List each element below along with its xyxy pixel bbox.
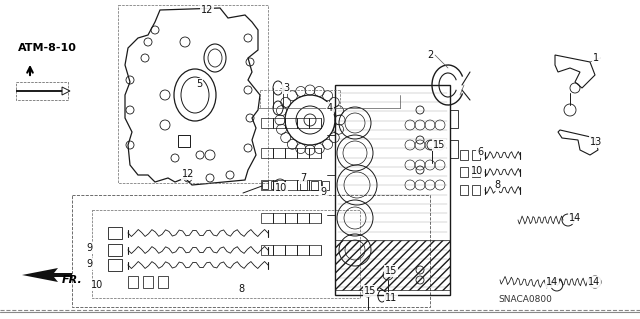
Text: 10: 10 xyxy=(275,183,287,193)
Text: FR.: FR. xyxy=(62,275,83,285)
Text: 6: 6 xyxy=(477,147,483,157)
Text: 10: 10 xyxy=(91,280,103,290)
Text: 1: 1 xyxy=(593,53,599,63)
Bar xyxy=(285,180,297,190)
Bar xyxy=(335,240,450,290)
Bar xyxy=(297,180,309,190)
Bar xyxy=(297,148,309,158)
Bar xyxy=(271,181,277,189)
Bar xyxy=(309,213,321,223)
Text: 5: 5 xyxy=(196,79,202,89)
Text: 12: 12 xyxy=(182,169,194,179)
Bar xyxy=(309,118,321,128)
Bar xyxy=(261,118,273,128)
Bar xyxy=(285,213,297,223)
Bar xyxy=(297,245,309,255)
Bar xyxy=(273,245,285,255)
Bar xyxy=(143,276,153,288)
Bar xyxy=(261,213,273,223)
Text: SNACA0800: SNACA0800 xyxy=(498,295,552,305)
Bar xyxy=(158,276,168,288)
Bar xyxy=(262,181,268,189)
Text: 15: 15 xyxy=(385,266,397,276)
Bar xyxy=(108,259,122,271)
Bar xyxy=(311,181,318,189)
Bar xyxy=(450,140,458,158)
Bar xyxy=(92,210,360,298)
Bar xyxy=(309,180,321,190)
Bar xyxy=(297,118,309,128)
Bar xyxy=(472,167,480,177)
Text: 10: 10 xyxy=(471,166,483,176)
Bar xyxy=(72,195,430,307)
Bar xyxy=(309,148,321,158)
Bar xyxy=(322,181,329,189)
Bar xyxy=(261,245,273,255)
Bar xyxy=(460,185,468,195)
Text: 8: 8 xyxy=(494,180,500,190)
Bar xyxy=(285,118,297,128)
Bar xyxy=(309,245,321,255)
Bar xyxy=(178,135,190,147)
Bar xyxy=(285,148,297,158)
Text: 3: 3 xyxy=(283,83,289,93)
Bar xyxy=(273,118,285,128)
Bar xyxy=(261,148,273,158)
Bar xyxy=(128,276,138,288)
Text: 13: 13 xyxy=(590,137,602,147)
Text: 9: 9 xyxy=(86,259,92,269)
Text: 12: 12 xyxy=(201,5,213,15)
Bar xyxy=(273,213,285,223)
Bar xyxy=(118,5,268,183)
Text: 14: 14 xyxy=(546,277,558,287)
Text: 14: 14 xyxy=(588,277,600,287)
Polygon shape xyxy=(22,268,72,282)
Bar xyxy=(16,82,68,100)
Bar xyxy=(261,180,273,190)
Text: 9: 9 xyxy=(320,187,326,197)
Bar xyxy=(285,245,297,255)
Text: ATM-8-10: ATM-8-10 xyxy=(18,43,77,53)
Bar xyxy=(273,148,285,158)
Bar xyxy=(108,244,122,256)
Text: 11: 11 xyxy=(385,293,397,303)
Bar xyxy=(335,85,450,295)
Text: 4: 4 xyxy=(327,103,333,113)
Bar xyxy=(450,110,458,128)
Bar xyxy=(472,185,480,195)
Bar xyxy=(460,150,468,160)
Text: 2: 2 xyxy=(427,50,433,60)
Text: 8: 8 xyxy=(238,284,244,294)
Bar xyxy=(273,180,285,190)
Bar xyxy=(460,167,468,177)
Text: 7: 7 xyxy=(300,173,306,183)
Text: 15: 15 xyxy=(364,286,376,296)
Bar xyxy=(108,227,122,239)
Text: 14: 14 xyxy=(569,213,581,223)
Bar xyxy=(300,181,307,189)
Bar xyxy=(472,150,480,160)
Text: 15: 15 xyxy=(433,140,445,150)
Text: 9: 9 xyxy=(86,243,92,253)
Bar xyxy=(297,213,309,223)
